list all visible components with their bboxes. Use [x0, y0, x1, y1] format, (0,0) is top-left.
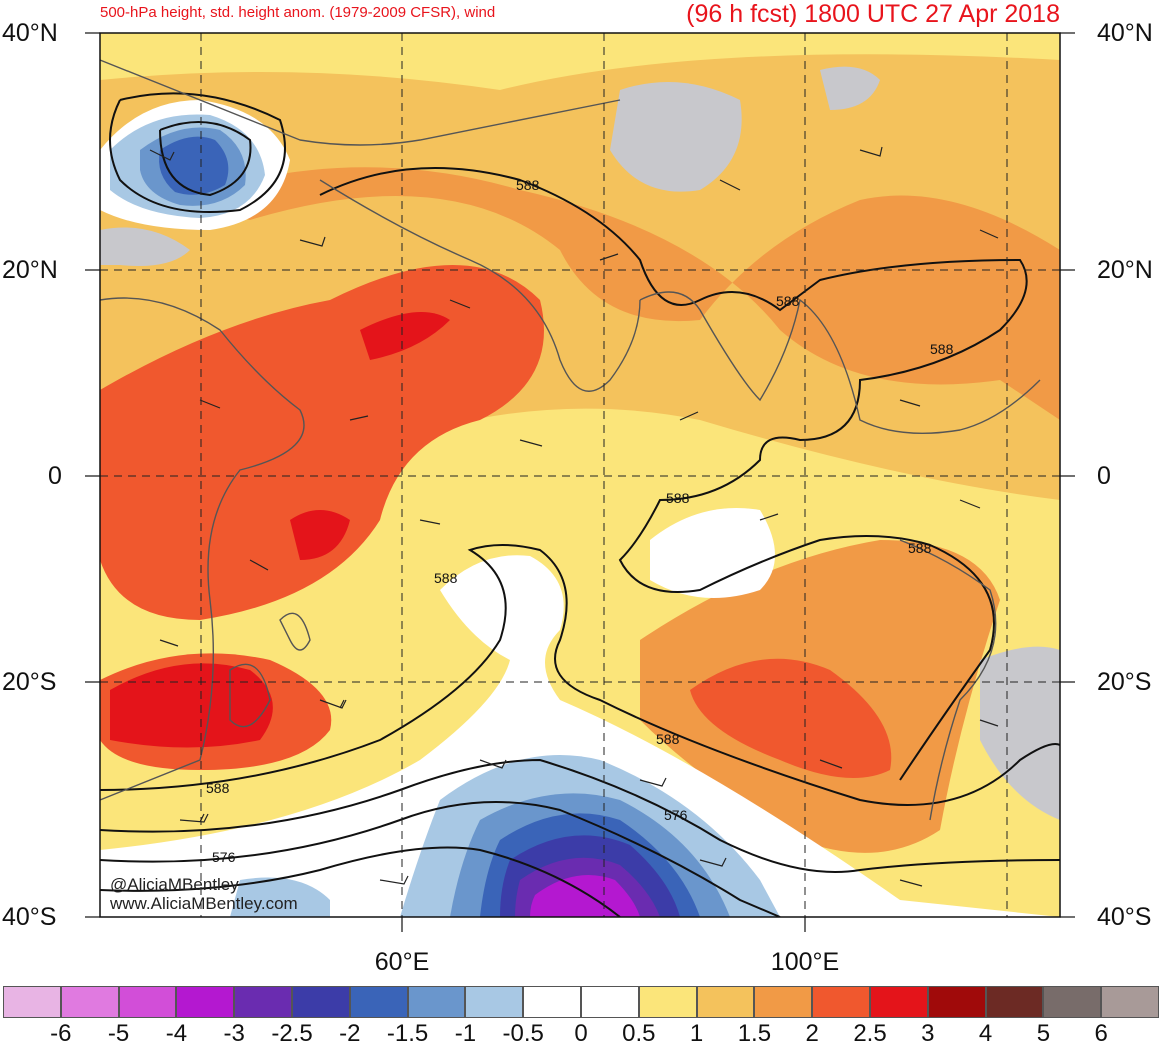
- contour-label: 588: [434, 570, 458, 586]
- colorbar-label: 1: [689, 1020, 704, 1047]
- contour-label: 588: [656, 731, 680, 747]
- colorbar-swatch: [3, 986, 61, 1018]
- colorbar-label: -2.5: [271, 1020, 313, 1047]
- contour-label: 588: [206, 780, 230, 796]
- colorbar-swatch: [985, 986, 1044, 1018]
- colorbar-label: -2: [339, 1020, 361, 1047]
- colorbar-swatch: [927, 986, 986, 1018]
- colorbar-swatch: [581, 986, 639, 1018]
- colorbar-swatch: [407, 986, 466, 1018]
- coastlines: [100, 59, 1041, 821]
- lat-label-eq-right: 0: [1097, 462, 1111, 490]
- anomaly-fill-layer: [100, 33, 1060, 917]
- colorbar-label: -0.5: [502, 1020, 544, 1047]
- height-contours: [100, 92, 1060, 917]
- colorbar-label: 2.5: [853, 1020, 887, 1047]
- contour-label: 588: [908, 540, 932, 556]
- colorbar-swatch: [465, 986, 524, 1018]
- colorbar-label: 2: [805, 1020, 819, 1047]
- colorbar-label: -3: [223, 1020, 245, 1047]
- colorbar-label: -1: [454, 1020, 477, 1047]
- colorbar-swatch: [638, 986, 697, 1018]
- tick-marks: [85, 32, 1075, 932]
- colorbar-swatch: [234, 986, 292, 1018]
- lon-label-60e: 60°E: [374, 948, 430, 976]
- colorbar-swatch: [696, 986, 755, 1018]
- credit-handle: @AliciaMBentley: [110, 875, 239, 894]
- colorbar-label: 3: [921, 1020, 935, 1047]
- lat-label-40s-right: 40°S: [1097, 903, 1152, 931]
- colorbar-swatch: [349, 986, 408, 1018]
- map-subtitle: 500-hPa height, std. height anom. (1979-…: [100, 4, 496, 21]
- contour-label: 588: [776, 293, 800, 309]
- contour-label: 588: [930, 341, 954, 357]
- forecast-time-title: (96 h fcst) 1800 UTC 27 Apr 2018: [686, 0, 1060, 28]
- contour-label: 588: [666, 490, 690, 506]
- colorbar-label: 4: [978, 1020, 993, 1047]
- graticule: [100, 33, 1060, 917]
- contour-label: 576: [664, 807, 688, 823]
- colorbar-label: 5: [1036, 1020, 1051, 1047]
- colorbar-swatch: [176, 986, 235, 1018]
- lat-label-40s-left: 40°S: [2, 903, 57, 931]
- colorbar-label: 1.5: [737, 1020, 772, 1047]
- colorbar-label: -6: [50, 1020, 72, 1047]
- colorbar-swatch: [754, 986, 813, 1018]
- colorbar-swatch: [1101, 986, 1159, 1018]
- colorbar-label: 6: [1094, 1020, 1108, 1047]
- colorbar-swatch: [118, 986, 177, 1018]
- colorbar-label: -5: [107, 1020, 130, 1047]
- colorbar-swatch: [292, 986, 350, 1018]
- colorbar-label: -4: [165, 1020, 188, 1047]
- contour-label-layer: 588 588 588 588 588 588 588 576 576 588: [206, 177, 954, 865]
- lon-label-100e: 100°E: [770, 948, 840, 976]
- lat-label-20s-right: 20°S: [1097, 668, 1152, 696]
- lat-label-20n-right: 20°N: [1097, 256, 1153, 284]
- lat-label-20s-left: 20°S: [2, 668, 57, 696]
- colorbar-swatch: [812, 986, 870, 1018]
- lat-label-eq-left: 0: [48, 462, 62, 490]
- contour-label: 588: [516, 177, 540, 193]
- lat-label-40n-right: 40°N: [1097, 19, 1153, 47]
- credit-website: www.AliciaMBentley.com: [110, 894, 298, 913]
- lat-label-20n-left: 20°N: [2, 256, 58, 284]
- colorbar-swatch: [1043, 986, 1102, 1018]
- lat-label-40n-left: 40°N: [2, 19, 58, 47]
- colorbar-swatch: [523, 986, 581, 1018]
- colorbar-label: -1.5: [386, 1020, 429, 1047]
- colorbar-swatch: [60, 986, 119, 1018]
- colorbar-label: 0.5: [622, 1020, 656, 1047]
- contour-label: 576: [212, 849, 236, 865]
- colorbar-label: 0: [574, 1020, 588, 1047]
- wind-barbs: [149, 146, 999, 887]
- colorbar-swatch: [870, 986, 928, 1018]
